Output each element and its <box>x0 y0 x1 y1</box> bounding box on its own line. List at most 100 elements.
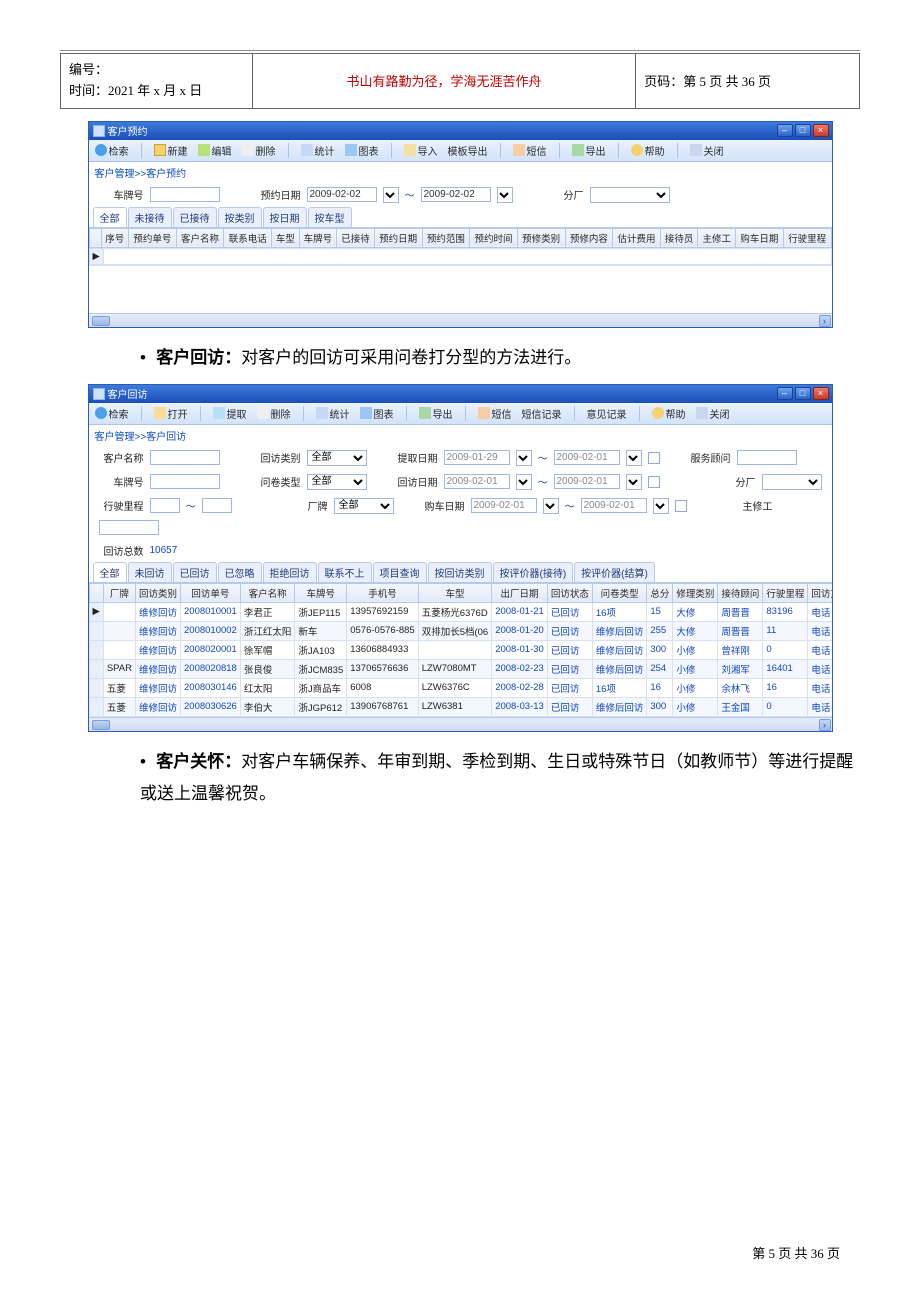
sms-log-button[interactable]: 短信记录 <box>522 406 562 421</box>
tab-按类别[interactable]: 按类别 <box>218 207 262 227</box>
advisor-input[interactable] <box>737 450 797 465</box>
column-header[interactable]: 厂牌 <box>103 583 135 602</box>
mileage-to-input[interactable] <box>202 498 232 513</box>
column-header[interactable]: 车型 <box>418 583 492 602</box>
maximize-button[interactable]: □ <box>795 124 811 137</box>
column-header[interactable]: 预约单号 <box>129 228 177 247</box>
column-header[interactable]: 已接待 <box>337 228 375 247</box>
export-button[interactable]: 导出 <box>419 406 453 421</box>
brand-select[interactable]: 全部 <box>334 498 394 514</box>
column-header[interactable]: 行驶里程 <box>763 583 808 602</box>
qtype-select[interactable]: 全部 <box>307 474 367 490</box>
help-button[interactable]: 帮助 <box>631 143 665 158</box>
column-header[interactable]: 修理类别 <box>673 583 718 602</box>
table-row[interactable]: SPAR维修回访2008020818张良俊浙JCM83513706576636L… <box>89 659 832 678</box>
column-header[interactable]: 回访方式 <box>808 583 832 602</box>
open-button[interactable]: 打开 <box>154 406 188 421</box>
visit-date-check[interactable] <box>648 476 660 488</box>
table-row[interactable]: 五菱维修回访2008030626李伯大浙JGP61213906768761LZW… <box>89 697 832 716</box>
tab-联系不上[interactable]: 联系不上 <box>318 562 372 582</box>
column-header[interactable]: 序号 <box>101 228 129 247</box>
column-header[interactable]: 购车日期 <box>736 228 784 247</box>
plate-input[interactable] <box>150 474 220 489</box>
date-to-input[interactable] <box>421 187 491 202</box>
column-header[interactable]: 主修工 <box>698 228 736 247</box>
stats-button[interactable]: 统计 <box>301 143 335 158</box>
horizontal-scrollbar[interactable]: › <box>89 717 832 731</box>
tab-项目查询[interactable]: 项目查询 <box>373 562 427 582</box>
column-header[interactable]: 车牌号 <box>299 228 337 247</box>
column-header[interactable]: 预修类别 <box>517 228 565 247</box>
tab-按回访类别[interactable]: 按回访类别 <box>428 562 492 582</box>
maximize-button[interactable]: □ <box>795 387 811 400</box>
cust-input[interactable] <box>150 450 220 465</box>
search-button[interactable]: 检索 <box>95 406 129 421</box>
branch-select[interactable] <box>762 474 822 490</box>
column-header[interactable]: 车牌号 <box>295 583 347 602</box>
extract-from-input[interactable] <box>444 450 510 465</box>
table-row[interactable]: 五菱维修回访2008030146红太阳浙J商品车6008LZW6376C2008… <box>89 678 832 697</box>
column-header[interactable]: 回访状态 <box>547 583 592 602</box>
tab-按日期[interactable]: 按日期 <box>263 207 307 227</box>
minimize-button[interactable]: – <box>777 124 793 137</box>
tab-全部[interactable]: 全部 <box>93 562 127 582</box>
extract-to-input[interactable] <box>554 450 620 465</box>
buy-date-check[interactable] <box>675 500 687 512</box>
column-header[interactable]: 估计费用 <box>613 228 661 247</box>
buy-to-input[interactable] <box>581 498 647 513</box>
date-from-dd[interactable] <box>383 187 399 203</box>
tab-已回访[interactable]: 已回访 <box>173 562 217 582</box>
column-header[interactable]: 回访单号 <box>181 583 241 602</box>
table-row[interactable]: ▶维修回访2008010001李君正浙JEP11513957692159五菱杨光… <box>89 602 832 621</box>
tab-按评价器(接待)[interactable]: 按评价器(接待) <box>493 562 574 582</box>
column-header[interactable]: 行驶里程 <box>783 228 831 247</box>
delete-button[interactable]: 删除 <box>257 406 291 421</box>
tab-按评价器(结算)[interactable]: 按评价器(结算) <box>574 562 655 582</box>
column-header[interactable]: 客户名称 <box>240 583 295 602</box>
stats-button[interactable]: 统计 <box>316 406 350 421</box>
delete-button[interactable]: 删除 <box>242 143 276 158</box>
extract-date-check[interactable] <box>648 452 660 464</box>
tab-未接待[interactable]: 未接待 <box>128 207 172 227</box>
mileage-from-input[interactable] <box>150 498 180 513</box>
search-button[interactable]: 检索 <box>95 143 129 158</box>
column-header[interactable]: 手机号 <box>347 583 418 602</box>
new-button[interactable]: 新建 <box>154 143 188 158</box>
minimize-button[interactable]: – <box>777 387 793 400</box>
tab-拒绝回访[interactable]: 拒绝回访 <box>263 562 317 582</box>
visit-from-input[interactable] <box>444 474 510 489</box>
column-header[interactable]: 联系电话 <box>224 228 272 247</box>
sms-button[interactable]: 短信 <box>513 143 547 158</box>
buy-from-input[interactable] <box>471 498 537 513</box>
column-header[interactable]: 回访类别 <box>135 583 180 602</box>
branch-select[interactable] <box>590 187 670 203</box>
export-button[interactable]: 导出 <box>572 143 606 158</box>
sms-button[interactable]: 短信 <box>478 406 512 421</box>
column-header[interactable]: 预约时间 <box>470 228 518 247</box>
table-row[interactable]: 维修回访2008020001徐军帽浙JA103136068849332008-0… <box>89 640 832 659</box>
column-header[interactable]: 接待员 <box>660 228 698 247</box>
chart-button[interactable]: 图表 <box>345 143 379 158</box>
close-button[interactable]: × <box>813 387 829 400</box>
tab-已接待[interactable]: 已接待 <box>173 207 217 227</box>
mech-input[interactable] <box>99 520 159 535</box>
visit-to-input[interactable] <box>554 474 620 489</box>
date-from-input[interactable] <box>307 187 377 202</box>
template-export-button[interactable]: 模板导出 <box>448 143 488 158</box>
column-header[interactable]: 总分 <box>647 583 673 602</box>
extract-button[interactable]: 提取 <box>213 406 247 421</box>
help-button[interactable]: 帮助 <box>652 406 686 421</box>
tab-未回访[interactable]: 未回访 <box>128 562 172 582</box>
edit-button[interactable]: 编辑 <box>198 143 232 158</box>
column-header[interactable]: 接待顾问 <box>718 583 763 602</box>
visit-type-select[interactable]: 全部 <box>307 450 367 466</box>
column-header[interactable]: 问卷类型 <box>592 583 647 602</box>
feedback-log-button[interactable]: 意见记录 <box>587 406 627 421</box>
column-header[interactable]: 客户名称 <box>176 228 224 247</box>
close-tb-button[interactable]: 关闭 <box>690 143 724 158</box>
tab-全部[interactable]: 全部 <box>93 207 127 227</box>
date-to-dd[interactable] <box>497 187 513 203</box>
tab-已忽略[interactable]: 已忽略 <box>218 562 262 582</box>
close-tb-button[interactable]: 关闭 <box>696 406 730 421</box>
tab-按车型[interactable]: 按车型 <box>308 207 352 227</box>
